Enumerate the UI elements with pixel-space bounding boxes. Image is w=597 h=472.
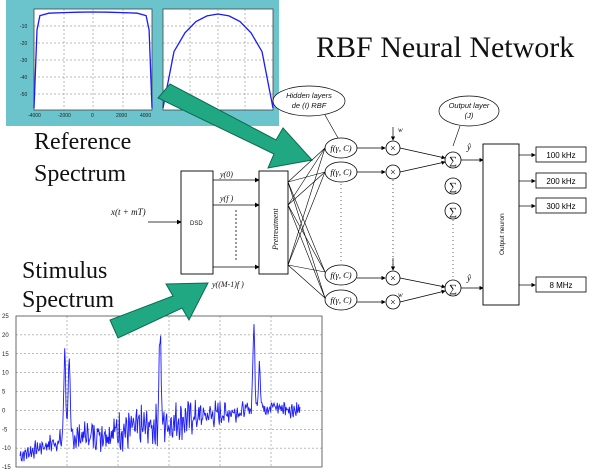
svg-text:8 MHz: 8 MHz <box>549 281 572 290</box>
multiplier-nodes <box>385 140 401 310</box>
svg-text:-20: -20 <box>20 41 27 47</box>
svg-text:300 kHz: 300 kHz <box>546 202 575 211</box>
pretreatment-to-rbf-connections <box>287 147 326 299</box>
stimulus-to-network-arrow <box>109 282 209 339</box>
sum-symbol-2: ∑ <box>449 181 457 193</box>
y-tick-label: 0 <box>2 408 6 414</box>
output-100khz: 100 kHz <box>535 146 587 163</box>
y-tick-label: 15 <box>2 352 9 358</box>
reference-spectrum-thumbnail: -10 -20 -30 -40 -50 -4000 -2000 0 2000 4000 <box>6 0 279 126</box>
svg-text:-30: -30 <box>20 58 27 64</box>
rbf-node-3: f(γ, C) <box>324 264 358 286</box>
y-tick-label: 20 <box>2 333 9 339</box>
y-hat-bottom: ŷ <box>466 273 471 283</box>
y-tick-label: -5 <box>2 427 8 433</box>
stimulus-label-line2: Spectrum <box>22 287 114 313</box>
dsd-block <box>180 170 214 275</box>
pretreatment-label: Pretreatment <box>271 208 280 251</box>
dsd-label: DSD <box>190 221 203 227</box>
y-tick-label: 10 <box>2 371 9 377</box>
sum-symbol-4: ∑ <box>449 283 457 295</box>
svg-text:-4000: -4000 <box>28 113 41 119</box>
reference-plot-1-line <box>33 11 153 109</box>
input-signal-label: x(t + mT) <box>110 207 146 217</box>
sum-symbol-3: ∑ <box>449 206 457 218</box>
hidden-layer-callout <box>272 85 346 117</box>
output-layer-label-1: Output layer <box>449 101 490 110</box>
output-layer-label-2: (J) <box>465 111 474 120</box>
y-tick-label: 5 <box>2 390 6 396</box>
dsd-output-1: y(f ) <box>219 194 233 203</box>
weight-label-bottom: w <box>398 291 403 299</box>
svg-text:-2000: -2000 <box>58 113 71 119</box>
y-hat-top: ŷ <box>466 142 471 152</box>
stimulus-spectrum-chart: 25 20 15 10 5 0 -5 -10 -15 <box>2 314 323 471</box>
y-tick-label: -15 <box>2 465 11 471</box>
stimulus-plot-line <box>19 324 301 462</box>
svg-text:f(γ, C): f(γ, C) <box>330 143 351 153</box>
svg-text:0: 0 <box>91 113 94 119</box>
svg-text:100 kHz: 100 kHz <box>546 151 575 160</box>
rbf-node-1: f(γ, C) <box>324 137 358 159</box>
reference-plot-1-grid <box>34 9 152 110</box>
multiplier-symbol-1: × <box>390 144 396 155</box>
reference-plot-1-ticks: -10 -20 -30 -40 -50 -4000 -2000 0 2000 4000 <box>20 24 151 119</box>
svg-text:-10: -10 <box>20 24 27 30</box>
output-neuron-label: Output neuron <box>499 213 506 255</box>
svg-text:2000: 2000 <box>116 113 127 119</box>
svg-text:f(γ, C): f(γ, C) <box>330 295 351 305</box>
svg-text:-40: -40 <box>20 75 27 81</box>
sum-nodes <box>444 151 462 297</box>
weight-label-top: w <box>398 126 403 134</box>
pretreatment-block <box>258 170 289 275</box>
dsd-output-m: y((M-1)f ) <box>211 280 244 289</box>
hidden-layer-label-2: de (I) RBF <box>292 101 327 110</box>
multiplier-symbol-4: × <box>390 298 396 309</box>
reference-to-network-arrow <box>157 83 313 169</box>
reference-plot-2-line <box>162 13 274 109</box>
rbf-node-4: f(γ, C) <box>324 289 358 311</box>
y-tick-label: -10 <box>2 446 11 452</box>
reference-label-line2: Spectrum <box>34 161 126 187</box>
svg-text:4000: 4000 <box>140 113 151 119</box>
svg-text:f(γ, C): f(γ, C) <box>330 270 351 280</box>
svg-text:-50: -50 <box>20 92 27 98</box>
sum-symbol-1: ∑ <box>449 155 457 167</box>
reference-label-line1: Reference <box>34 129 131 155</box>
multiplier-symbol-3: × <box>390 274 396 285</box>
svg-text:200 kHz: 200 kHz <box>546 177 575 186</box>
dsd-output-0: y(0) <box>219 170 233 179</box>
y-tick-label: 25 <box>2 314 9 320</box>
rbf-node-2: f(γ, C) <box>324 161 358 183</box>
stimulus-label-line1: Stimulus <box>22 258 107 284</box>
output-neuron-block <box>482 143 520 306</box>
output-8mhz: 8 MHz <box>535 276 587 293</box>
multiplier-symbol-2: × <box>390 168 396 179</box>
output-layer-callout <box>438 95 500 127</box>
svg-text:f(γ, C): f(γ, C) <box>330 167 351 177</box>
hidden-layer-label-1: Hidden layers <box>286 91 332 100</box>
diagram-title: RBF Neural Network <box>316 31 574 64</box>
output-200khz: 200 kHz <box>535 172 587 189</box>
output-300khz: 300 kHz <box>535 197 587 214</box>
stimulus-plot-ticks: 25 20 15 10 5 0 -5 -10 -15 <box>2 314 11 471</box>
